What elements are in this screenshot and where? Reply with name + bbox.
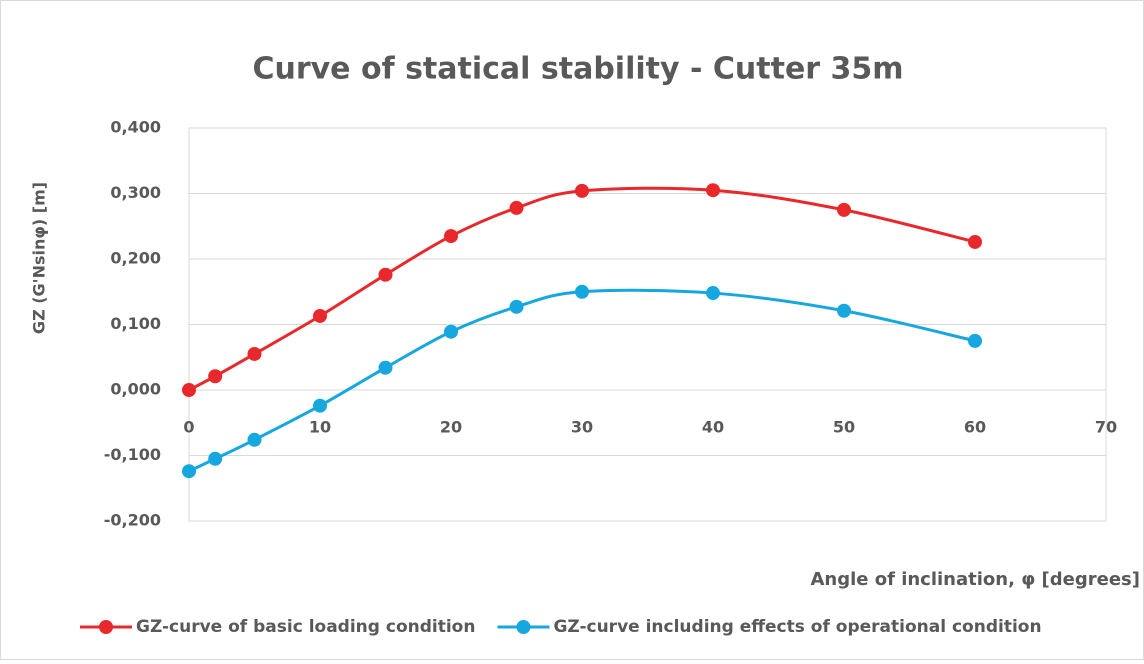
x-tick-label: 30 <box>571 418 593 437</box>
x-tick-label: 20 <box>440 418 462 437</box>
legend-marker <box>516 620 531 634</box>
data-point <box>378 267 393 282</box>
data-point <box>444 324 458 339</box>
chart-title: Curve of statical stability - Cutter 35m <box>252 52 903 87</box>
y-tick-label: -0,100 <box>104 445 161 464</box>
data-point <box>509 200 524 215</box>
data-point <box>444 229 458 244</box>
data-point <box>182 464 196 479</box>
y-tick-label: -0,200 <box>104 511 161 530</box>
data-point <box>247 432 262 447</box>
x-tick-label: 50 <box>833 418 855 437</box>
x-tick-label: 0 <box>183 418 194 437</box>
data-point <box>837 303 851 318</box>
legend-marker <box>99 620 113 634</box>
data-point <box>378 360 393 375</box>
data-point <box>837 202 851 217</box>
data-point <box>208 369 223 384</box>
y-tick-label: 0,300 <box>110 183 161 202</box>
legend-label: GZ-curve of basic loading condition <box>136 617 475 637</box>
data-point <box>706 183 720 198</box>
data-point <box>313 308 327 323</box>
data-point <box>968 234 982 249</box>
x-axis-title: Angle of inclination, φ [degrees] <box>810 569 1140 590</box>
y-tick-label: 0,000 <box>110 380 161 399</box>
y-tick-label: 0,400 <box>110 118 161 137</box>
data-point <box>313 398 327 413</box>
data-point <box>575 284 589 299</box>
legend-label: GZ-curve including effects of operationa… <box>553 617 1041 637</box>
data-point <box>706 286 720 301</box>
data-point <box>509 299 524 314</box>
x-tick-label: 70 <box>1095 418 1117 437</box>
data-point <box>208 451 223 466</box>
x-tick-label: 60 <box>964 418 986 437</box>
data-point <box>247 346 262 361</box>
x-tick-label: 10 <box>309 418 331 437</box>
y-tick-label: 0,100 <box>110 314 161 333</box>
data-point <box>575 183 589 198</box>
data-point <box>182 383 196 397</box>
data-point <box>968 333 982 348</box>
y-tick-label: 0,200 <box>110 249 161 268</box>
x-tick-label: 40 <box>702 418 724 437</box>
y-axis-title: GZ (G'Nsinφ) [m] <box>30 182 49 334</box>
